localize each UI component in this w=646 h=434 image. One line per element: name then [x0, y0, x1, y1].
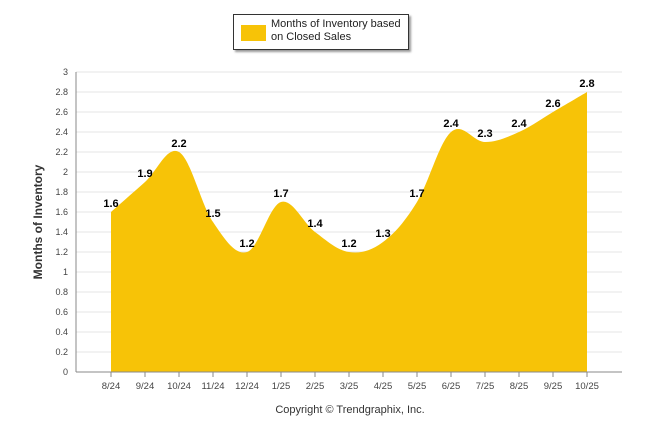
data-label: 2.2 [171, 138, 186, 150]
x-tick-label: 10/25 [575, 381, 599, 392]
y-tick-label: 3 [63, 67, 68, 77]
y-tick-label: 2.8 [55, 87, 68, 97]
legend: Months of Inventory based on Closed Sale… [233, 14, 409, 50]
y-tick-label: 0.8 [55, 287, 68, 297]
data-label: 1.7 [409, 188, 424, 200]
y-tick-label: 2.2 [55, 147, 68, 157]
x-tick-label: 6/25 [442, 381, 461, 392]
y-tick-label: 1.6 [55, 207, 68, 217]
data-label: 1.3 [375, 228, 390, 240]
y-tick-label: 0.2 [55, 347, 68, 357]
inventory-area [111, 92, 587, 372]
data-label: 2.6 [545, 98, 560, 110]
data-label: 1.9 [137, 168, 152, 180]
y-tick-label: 1.4 [55, 227, 68, 237]
y-tick-label: 2.6 [55, 107, 68, 117]
data-label: 1.4 [307, 218, 323, 230]
y-tick-label: 0 [63, 367, 68, 377]
data-label: 2.4 [511, 118, 527, 130]
x-tick-label: 8/25 [510, 381, 529, 392]
y-tick-label: 1.8 [55, 187, 68, 197]
x-tick-label: 8/24 [102, 381, 121, 392]
data-label: 2.3 [477, 128, 492, 140]
y-tick-label: 0.6 [55, 307, 68, 317]
x-tick-label: 10/24 [167, 381, 191, 392]
copyright-text: Copyright © Trendgraphix, Inc. [275, 404, 424, 416]
y-tick-label: 1 [63, 267, 68, 277]
data-label: 1.5 [205, 208, 220, 220]
y-tick-label: 0.4 [55, 327, 68, 337]
legend-swatch [241, 25, 266, 41]
data-label: 1.2 [341, 238, 356, 250]
data-labels: 1.6 1.9 2.2 1.5 1.2 1.7 1.4 1.2 1.3 1.7 2.4 2.3 2.4 2… [103, 78, 595, 253]
data-label: 1.2 [239, 238, 254, 250]
x-tick-label: 4/25 [374, 381, 393, 392]
x-tick-label: 2/25 [306, 381, 325, 392]
data-label: 1.7 [273, 188, 288, 200]
x-tick-label: 12/24 [235, 381, 259, 392]
data-label: 1.6 [103, 198, 118, 210]
y-tick-label: 2.4 [55, 127, 68, 137]
x-tick-label: 1/25 [272, 381, 291, 392]
y-axis-ticks: 0 0.2 0.4 0.6 0.8 1 1.2 1.4 1.6 1.8 2 2.2 2.4 2.6 2.8 3 [55, 67, 68, 377]
y-tick-label: 2 [63, 167, 68, 177]
x-tick-label: 7/25 [476, 381, 495, 392]
y-tick-label: 1.2 [55, 247, 68, 257]
x-axis-ticks: 8/24 9/24 10/24 11/24 12/24 1/25 2/25 3/25 4/25 5… [102, 372, 599, 392]
legend-label: Months of Inventory based on Closed Sale… [271, 18, 401, 43]
data-label: 2.8 [579, 78, 594, 90]
x-tick-label: 11/24 [201, 381, 224, 392]
x-tick-label: 9/25 [544, 381, 563, 392]
y-axis-title: Months of Inventory [31, 164, 45, 279]
x-tick-label: 9/24 [136, 381, 155, 392]
data-label: 2.4 [443, 118, 459, 130]
x-tick-label: 5/25 [408, 381, 427, 392]
x-tick-label: 3/25 [340, 381, 359, 392]
